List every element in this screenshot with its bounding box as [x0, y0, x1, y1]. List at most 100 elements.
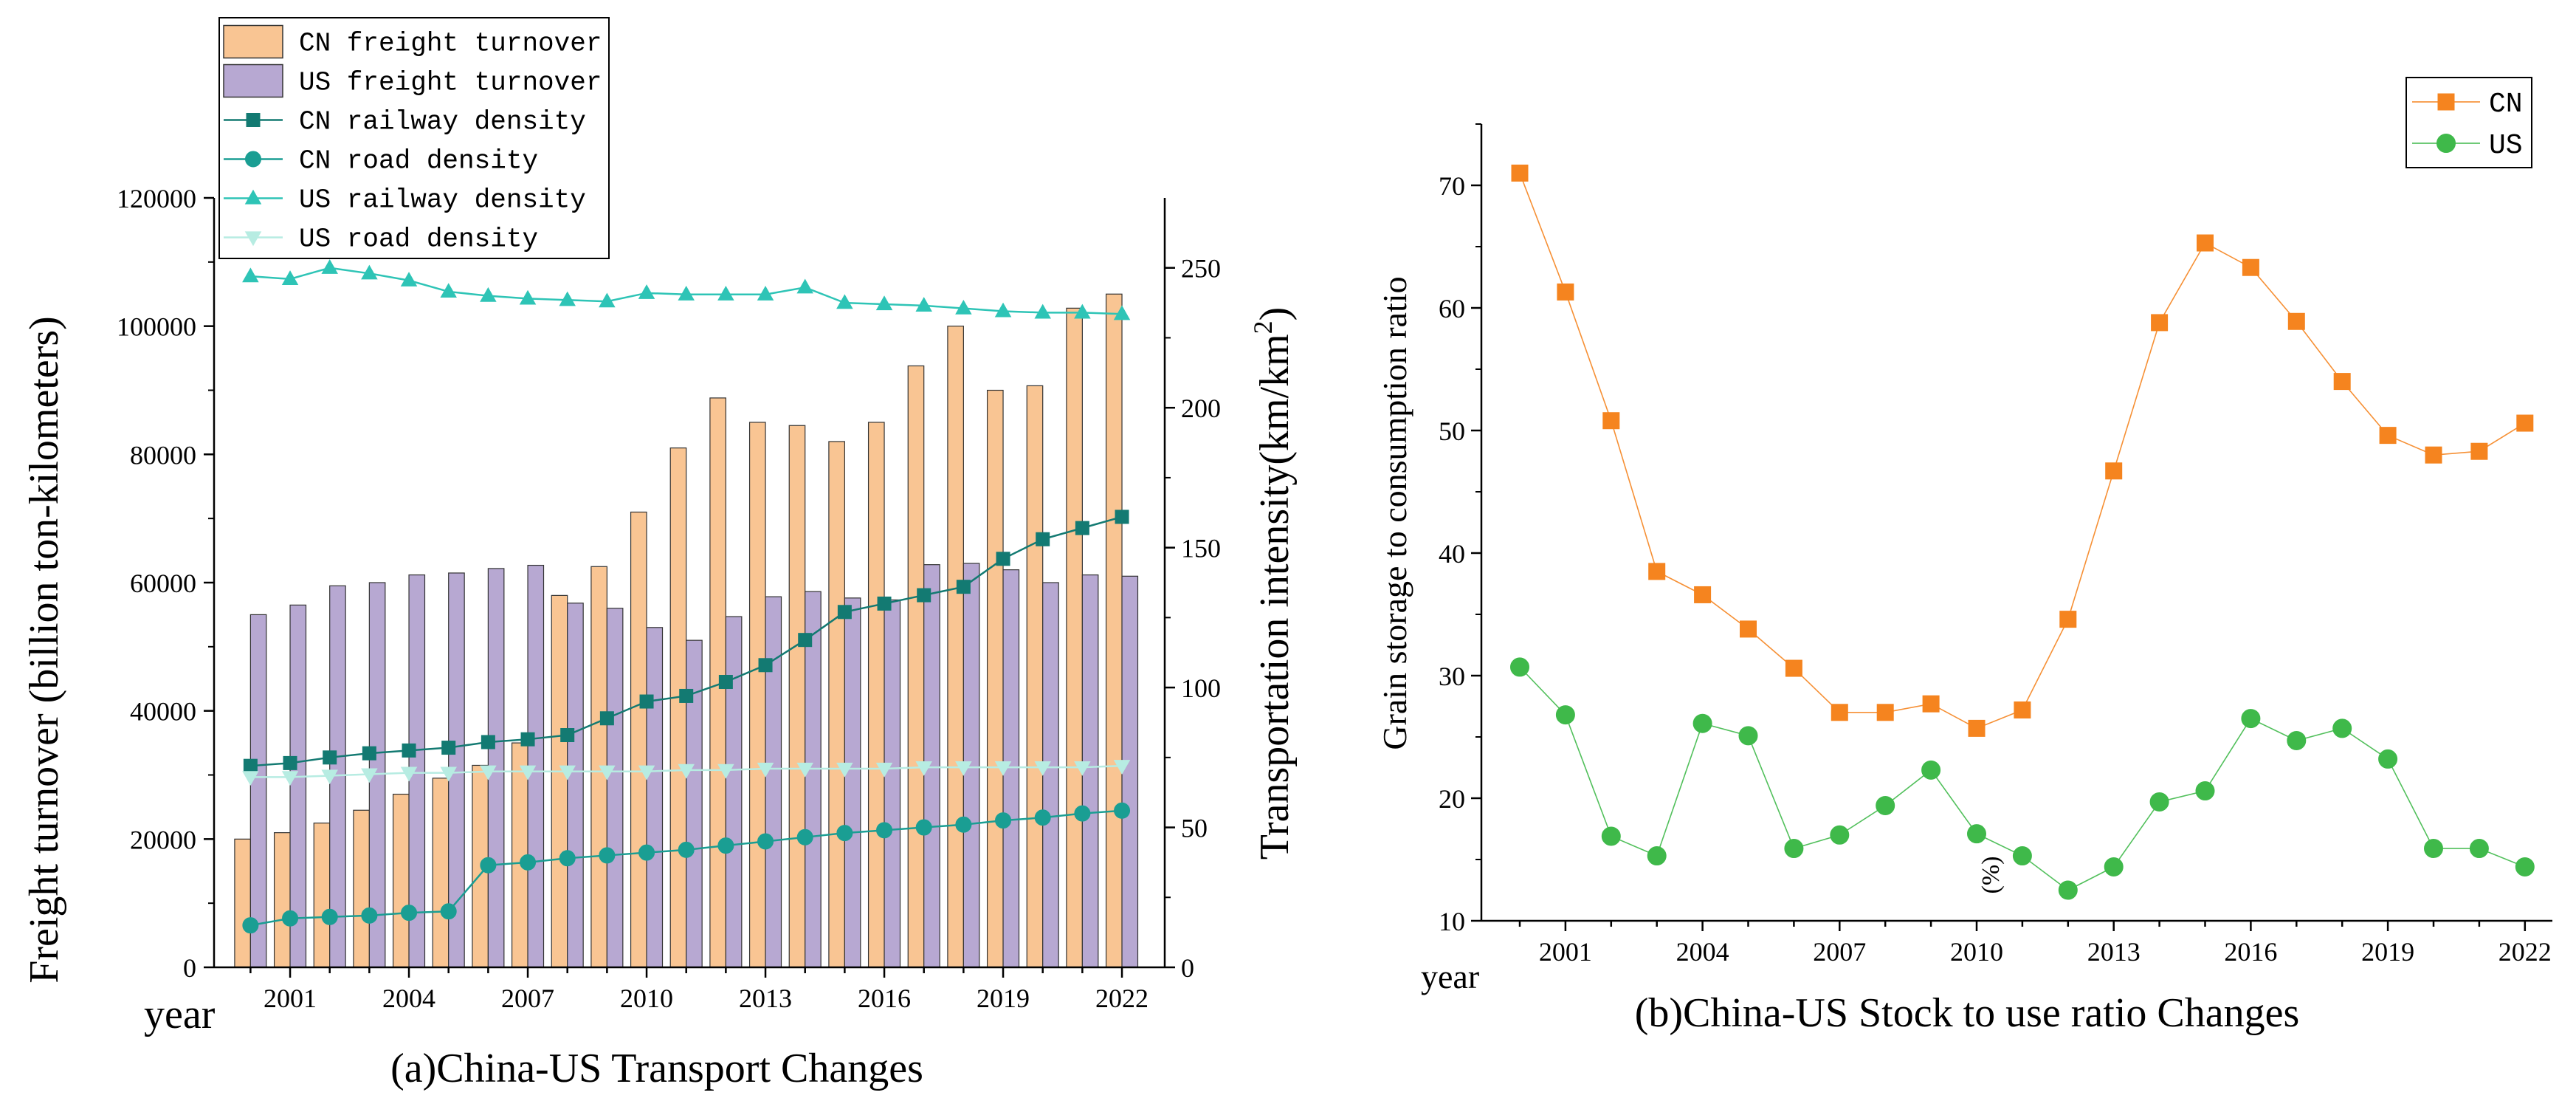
a-x-axis-title: year: [144, 992, 216, 1037]
a-legend-key-us-freight-turnover: [223, 64, 283, 98]
b-point-us-2003: [1647, 846, 1667, 866]
a-point-s1-2007: [520, 854, 537, 871]
a-y-right-title-sup: 2: [1248, 320, 1278, 334]
a-point-s3-2017: [915, 761, 932, 776]
a-point-s3-2022: [1113, 760, 1131, 775]
a-bar-us-2013: [765, 596, 782, 968]
b-point-us-2012: [2058, 880, 2078, 900]
a-x-tick-label-2022: 2022: [1095, 984, 1148, 1013]
b-point-cn-2011: [2014, 701, 2031, 718]
a-caption: (a)China-US Transport Changes: [390, 1046, 923, 1091]
a-point-s2-2015: [836, 294, 853, 309]
b-point-cn-2016: [2242, 258, 2259, 276]
b-point-cn-2015: [2197, 234, 2214, 252]
a-y-left-tick-label-60000: 60000: [130, 569, 196, 598]
a-point-s1-2015: [836, 825, 853, 842]
a-bar-cn-2017: [907, 365, 925, 968]
a-point-s0-2011: [679, 688, 694, 703]
b-point-cn-2003: [1648, 563, 1666, 580]
a-bar-cn-2011: [669, 447, 687, 968]
b-annotation: (%): [1977, 857, 2005, 894]
a-point-s3-2011: [678, 764, 695, 779]
a-point-s3-2006: [480, 765, 497, 780]
b-point-us-2006: [1784, 839, 1804, 859]
a-legend-label-0: CN freight turnover: [299, 29, 602, 59]
a-legend-key-cn-road-density: [245, 151, 261, 168]
a-point-s2-2003: [361, 264, 378, 280]
a-point-s3-2005: [440, 766, 457, 782]
a-point-s2-2020: [1034, 303, 1051, 319]
a-y-left-axis-title: Freight turnover (billion ton-kilometers…: [21, 316, 67, 984]
a-point-s2-2000: [242, 267, 259, 283]
a-point-s0-2017: [917, 588, 931, 603]
a-bar-us-2012: [725, 616, 743, 968]
a-bar-us-2022: [1121, 575, 1139, 968]
a-bar-cn-2018: [947, 326, 964, 968]
a-point-s1-2009: [599, 847, 616, 864]
a-point-s1-2004: [401, 905, 418, 922]
a-legend-label-4: US railway density: [299, 185, 586, 216]
a-point-s1-2013: [757, 833, 774, 850]
b-point-cn-2020: [2425, 446, 2442, 464]
b-y-tick-label-10: 10: [1439, 907, 1465, 936]
b-x-axis-title: year: [1421, 958, 1479, 995]
a-legend-label-5: US road density: [299, 224, 538, 255]
a-point-s0-2020: [1036, 532, 1050, 546]
a-point-s0-2005: [441, 741, 456, 755]
b-point-us-2019: [2378, 749, 2398, 769]
a-y-right-tick-label-0: 0: [1181, 953, 1194, 983]
b-y-tick-label-40: 40: [1439, 539, 1465, 569]
b-point-us-2004: [1692, 713, 1712, 733]
b-x-tick-label-2010: 2010: [1950, 937, 2003, 967]
a-point-s1-2006: [480, 857, 497, 874]
panel-b-stock-chart: 10 20 30 40 50 60 70 2001 2004 2007 2010 2013 2016 20…: [1376, 77, 2552, 1036]
a-legend-key-cn-freight-turnover: [223, 24, 283, 59]
a-y-left-tick-label-40000: 40000: [130, 697, 196, 727]
a-legend-label-1: US freight turnover: [299, 68, 602, 98]
b-point-us-2018: [2332, 718, 2352, 738]
a-point-s0-2015: [837, 605, 852, 620]
a-y-right-tick-label-250: 250: [1181, 254, 1221, 284]
b-x-tick-label-2004: 2004: [1676, 937, 1729, 967]
b-point-us-2022: [2515, 857, 2535, 876]
a-point-s3-2013: [757, 762, 774, 778]
a-bars: [234, 293, 1139, 968]
a-x-tick-label-2004: 2004: [382, 984, 435, 1013]
b-point-cn-2018: [2333, 373, 2351, 391]
a-point-s1-2005: [440, 903, 457, 920]
b-x-tick-label-2022: 2022: [2498, 937, 2552, 967]
b-point-cn-2010: [1968, 719, 1986, 737]
b-point-us-2011: [2012, 846, 2032, 866]
a-point-s2-2018: [955, 299, 972, 315]
a-point-s1-2010: [638, 844, 655, 861]
a-y-right-tick-label-50: 50: [1181, 814, 1208, 843]
a-point-s3-2012: [717, 764, 734, 779]
b-x-tick-label-2007: 2007: [1813, 937, 1866, 967]
b-point-cn-2013: [2105, 462, 2123, 480]
a-point-s0-2019: [996, 552, 1010, 566]
a-legend-key-cn-railway-density: [246, 113, 261, 127]
b-point-cn-2014: [2151, 314, 2169, 332]
a-x-tick-label-2013: 2013: [739, 984, 792, 1013]
a-y-left-tick-label-120000: 120000: [117, 184, 196, 213]
b-point-us-2020: [2424, 839, 2443, 859]
a-point-s2-2008: [559, 291, 576, 306]
b-y-tick-label-20: 20: [1439, 784, 1465, 814]
a-point-s0-2009: [599, 711, 614, 726]
a-point-s2-2019: [994, 302, 1012, 318]
a-legend-label-3: CN road density: [299, 146, 538, 176]
a-point-s3-2004: [400, 766, 418, 782]
b-point-us-2002: [1601, 826, 1621, 846]
b-point-cn-2000: [1511, 164, 1529, 182]
b-point-cn-2001: [1557, 283, 1574, 301]
a-point-s1-2019: [995, 812, 1012, 829]
a-point-s2-2007: [519, 289, 537, 305]
a-bar-cn-2002: [313, 823, 331, 968]
a-point-s1-2018: [955, 816, 972, 833]
a-point-s2-2016: [875, 295, 893, 311]
a-bar-cn-2022: [1105, 293, 1123, 968]
b-y-axis-title: Grain storage to consumption ratio: [1376, 276, 1413, 749]
a-point-s0-2021: [1075, 521, 1089, 535]
b-point-us-2016: [2241, 709, 2261, 729]
a-point-s2-2012: [717, 286, 734, 301]
